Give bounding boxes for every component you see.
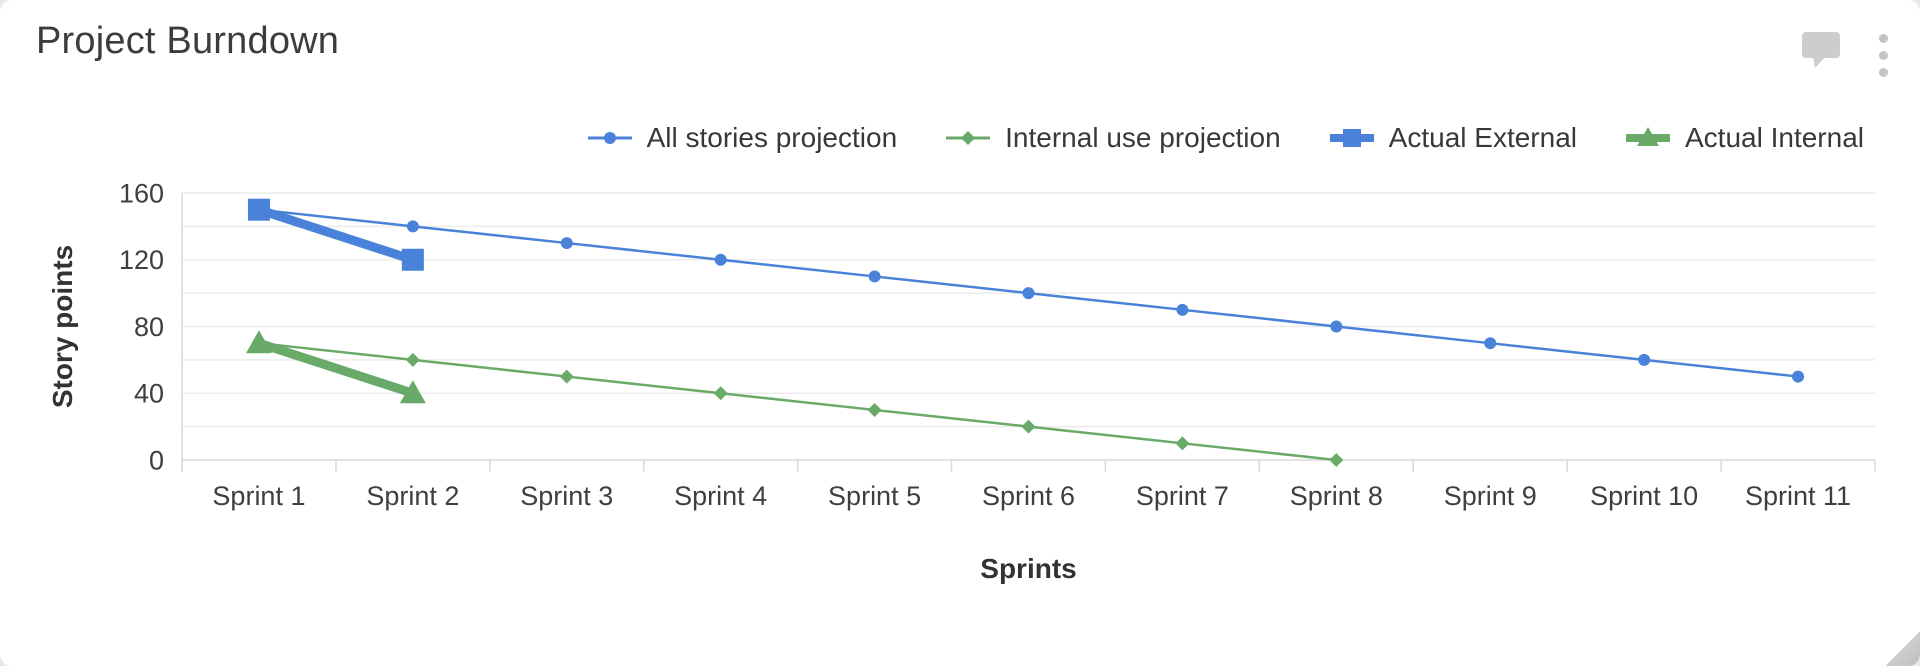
- circle-marker-icon: [1792, 370, 1805, 383]
- widget-header-actions: [1801, 30, 1892, 81]
- diamond-legend-marker-icon: [946, 131, 991, 145]
- x-tick-label: Sprint 4: [674, 481, 767, 511]
- legend-label: Internal use projection: [1005, 122, 1281, 153]
- diamond-marker-icon: [713, 386, 728, 401]
- circle-marker-icon: [406, 220, 419, 233]
- series-line: [254, 205, 418, 265]
- series-line: [257, 341, 1338, 462]
- circle-marker-icon: [560, 237, 573, 250]
- legend-item-actual-internal[interactable]: Actual Internal: [1623, 122, 1864, 154]
- x-tick-label: Sprint 11: [1745, 481, 1851, 511]
- diamond-marker-icon: [1021, 419, 1036, 434]
- square-legend-marker-icon: [1329, 129, 1374, 147]
- legend-label: Actual External: [1388, 122, 1577, 153]
- square-marker-icon: [247, 198, 270, 221]
- legend-item-all-stories-projection[interactable]: All stories projection: [585, 122, 898, 154]
- y-tick-label: 40: [134, 379, 164, 409]
- circle-marker-icon: [868, 270, 881, 283]
- circle-marker-icon: [1176, 303, 1189, 316]
- chart-legend: All stories projection Internal use proje…: [585, 122, 1864, 154]
- diamond-marker-icon: [559, 369, 574, 384]
- diamond-marker-icon: [867, 402, 882, 417]
- x-tick-label: Sprint 10: [1590, 481, 1698, 511]
- diamond-marker-icon: [405, 352, 420, 367]
- diamond-marker-icon: [1175, 436, 1190, 451]
- resize-handle-icon[interactable]: [1884, 630, 1920, 666]
- triangle-marker-icon: [399, 380, 426, 404]
- y-tick-label: 0: [149, 445, 164, 475]
- triangle-legend-marker-icon: [1626, 127, 1670, 146]
- legend-label: All stories projection: [646, 122, 898, 153]
- diamond-marker-icon: [1329, 453, 1344, 467]
- circle-marker-icon: [1022, 287, 1035, 300]
- circle-marker-icon: [1330, 320, 1343, 333]
- y-axis-title: Story points: [47, 245, 78, 408]
- widget-title: Project Burndown: [36, 20, 340, 62]
- circle-marker-icon: [714, 253, 727, 266]
- comment-icon[interactable]: [1801, 30, 1841, 68]
- series-all-stories-projection: [252, 203, 1805, 383]
- series-actual-internal: [245, 330, 426, 404]
- circle-marker-icon: [1484, 337, 1497, 350]
- x-tick-label: Sprint 2: [366, 481, 459, 511]
- series-line: [254, 338, 418, 398]
- legend-item-actual-external[interactable]: Actual External: [1327, 122, 1577, 154]
- x-tick-label: Sprint 9: [1444, 481, 1537, 511]
- x-tick-label: Sprint 5: [828, 481, 921, 511]
- y-tick-label: 120: [119, 245, 164, 275]
- y-tick-label: 80: [134, 312, 164, 342]
- legend-item-internal-use-projection[interactable]: Internal use projection: [943, 122, 1281, 154]
- x-tick-label: Sprint 7: [1136, 481, 1229, 511]
- circle-legend-marker-icon: [587, 132, 632, 144]
- circle-marker-icon: [1638, 353, 1651, 366]
- x-axis-title: Sprints: [980, 553, 1076, 584]
- x-tick-label: Sprint 8: [1290, 481, 1383, 511]
- legend-label: Actual Internal: [1685, 122, 1864, 153]
- series-actual-external: [247, 198, 424, 271]
- x-tick-label: Sprint 6: [982, 481, 1075, 511]
- kebab-menu-icon[interactable]: [1875, 30, 1892, 81]
- y-tick-label: 160: [119, 178, 164, 208]
- triangle-marker-icon: [245, 330, 272, 354]
- x-tick-label: Sprint 3: [520, 481, 613, 511]
- x-tick-label: Sprint 1: [212, 481, 305, 511]
- series-internal-use-projection: [251, 336, 1344, 467]
- square-marker-icon: [401, 248, 424, 271]
